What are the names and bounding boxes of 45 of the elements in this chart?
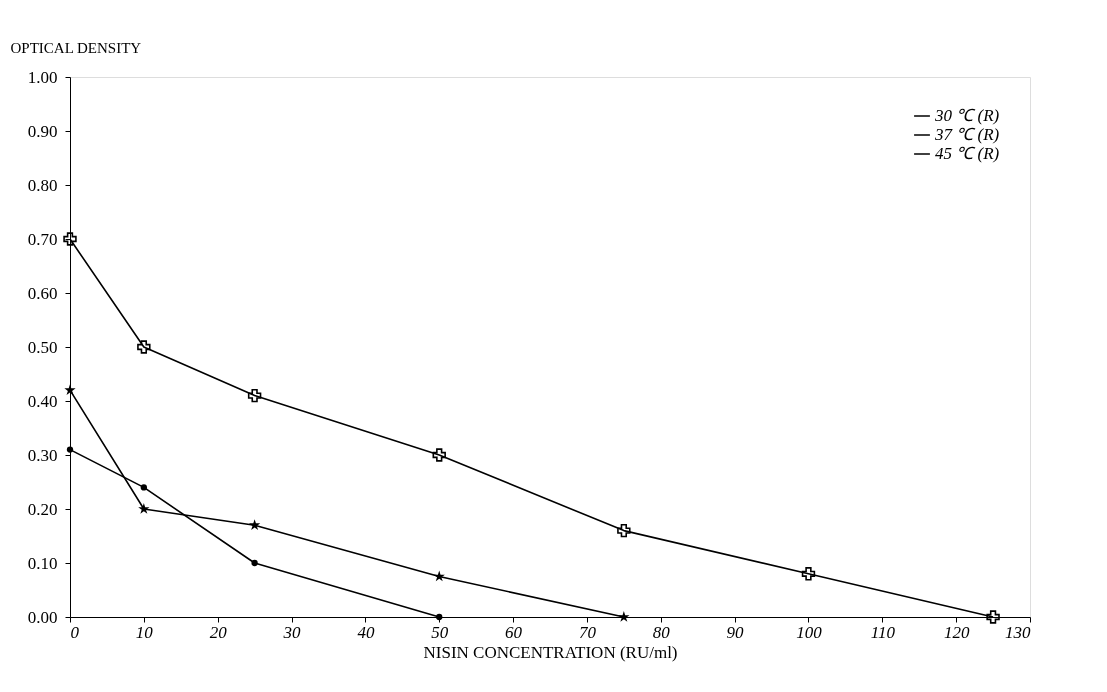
point	[64, 384, 76, 395]
x-tick-label: 80	[652, 622, 671, 642]
point	[618, 611, 630, 622]
y-tick-label: 0.30	[27, 445, 58, 465]
y-tick-label: 0.60	[27, 283, 58, 303]
x-tick-label: 40	[357, 622, 375, 642]
point	[801, 567, 816, 581]
x-tick-label: 20	[209, 622, 228, 642]
y-tick-label: 0.50	[27, 337, 58, 357]
point	[66, 446, 74, 453]
point	[986, 610, 1000, 624]
legend-label: 37 ℃ (R)	[934, 125, 1000, 144]
x-tick-label: 90	[726, 622, 745, 642]
x-tick-label: 30	[282, 622, 302, 642]
x-tick-label: 120	[943, 622, 970, 642]
legend-label: 45 ℃ (R)	[935, 144, 1000, 163]
x-tick-label: 70	[578, 622, 597, 642]
x-tick-label: 50	[431, 622, 449, 642]
point	[432, 448, 446, 462]
x-tick-label: 130	[1005, 622, 1031, 642]
point	[138, 503, 150, 514]
y-tick-label: 1.00	[27, 67, 58, 87]
y-tick-label: 0.70	[27, 229, 58, 249]
x-tick-label: 100	[796, 622, 823, 642]
x-tick-label: 60	[505, 622, 523, 642]
point	[137, 340, 151, 354]
point	[247, 388, 262, 403]
y-axis-title: OPTICAL DENSITY	[10, 39, 142, 56]
point	[140, 484, 148, 491]
x-tick-label: 10	[135, 622, 154, 642]
point	[63, 232, 77, 246]
y-tick-label: 0.00	[27, 607, 58, 627]
y-tick-label: 0.20	[27, 499, 58, 519]
x-axis-title: NISIN CONCENTRATION (RU/ml)	[423, 642, 678, 662]
x-tick-label: 0	[70, 622, 80, 642]
point	[433, 570, 445, 582]
point	[617, 523, 631, 538]
point	[251, 559, 258, 567]
point	[249, 519, 261, 530]
y-tick-label: 0.90	[27, 121, 58, 141]
y-tick-label: 0.10	[27, 553, 58, 573]
legend-label: 30 ℃ (R)	[934, 106, 1000, 125]
y-tick-label: 0.40	[27, 391, 58, 411]
y-tick-label: 0.80	[27, 175, 58, 195]
x-tick-label: 110	[870, 622, 896, 642]
